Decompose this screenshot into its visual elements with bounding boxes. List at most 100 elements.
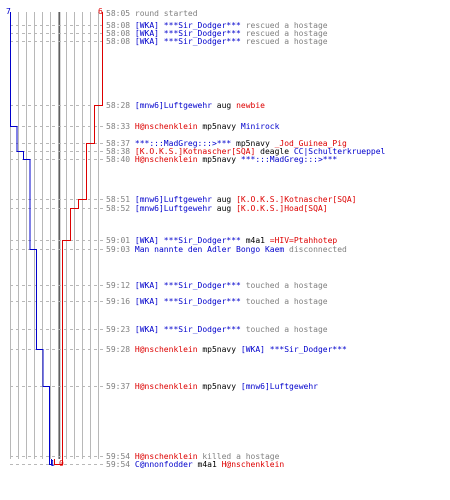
event-text: [WKA] ***Sir_Dodger*** (135, 37, 241, 46)
event-time: 59:28 (106, 345, 135, 354)
event-text: newbie (236, 101, 265, 110)
event-time: 59:16 (106, 297, 135, 306)
event-text: deagle (255, 147, 294, 156)
event-text: Minirock (241, 122, 280, 131)
event-text: [WKA] ***Sir_Dodger*** (241, 345, 347, 354)
event-text: [WKA] ***Sir_Dodger*** (135, 236, 241, 245)
event-text: rescued a hostage (241, 37, 328, 46)
event-text: killed a hostage (198, 452, 280, 461)
event-time: 58:08 (106, 37, 135, 46)
event-time: 58:37 (106, 139, 135, 148)
red-start-count: 6 (98, 7, 103, 16)
red-end-count: 0 (59, 459, 64, 468)
event-row: 58:28 [mnw6]Luftgewehr aug newbie (106, 101, 265, 110)
event-text: [WKA] ***Sir_Dodger*** (135, 281, 241, 290)
event-row: 58:08 [WKA] ***Sir_Dodger*** rescued a h… (106, 37, 328, 46)
event-text: H@nschenklein (135, 382, 198, 391)
event-text: [WKA] ***Sir_Dodger*** (135, 29, 241, 38)
event-text: ***:::MadGreg:::>*** (135, 139, 232, 148)
event-time: 58:33 (106, 122, 135, 131)
event-row: 59:03 Man nannte den Adler Bongo Kaem di… (106, 245, 347, 254)
event-row: 58:40 H@nschenklein mp5navy ***:::MadGre… (106, 155, 337, 164)
event-time: 58:08 (106, 29, 135, 38)
event-text: touched a hostage (241, 281, 328, 290)
event-text: round started (135, 9, 198, 18)
event-text: [WKA] ***Sir_Dodger*** (135, 21, 241, 30)
event-row: 59:16 [WKA] ***Sir_Dodger*** touched a h… (106, 297, 328, 306)
event-time: 59:01 (106, 236, 135, 245)
event-text: =HIV=Ptahhotep (270, 236, 338, 245)
event-text: [mnw6]Luftgewehr (135, 101, 212, 110)
event-text: [K.O.K.S.]Kotnascher[SQA] (236, 195, 356, 204)
event-text: aug (212, 195, 236, 204)
event-time: 58:28 (106, 101, 135, 110)
event-text: mp5navy (198, 345, 241, 354)
event-text: [mnw6]Luftgewehr (135, 195, 212, 204)
event-row: 58:08 [WKA] ***Sir_Dodger*** rescued a h… (106, 21, 328, 30)
event-text: [WKA] ***Sir_Dodger*** (135, 297, 241, 306)
event-text: mp5navy (231, 139, 274, 148)
event-time: 59:54 (106, 460, 135, 469)
event-row: 59:54 H@nschenklein killed a hostage (106, 452, 280, 461)
event-text: H@nschenklein (222, 460, 285, 469)
event-text: [K.O.K.S.]Kotnascher[SQA] (135, 147, 255, 156)
event-row: 58:52 [mnw6]Luftgewehr aug [K.O.K.S.]Hoa… (106, 204, 328, 213)
event-row: 59:28 H@nschenklein mp5navy [WKA] ***Sir… (106, 345, 347, 354)
event-time: 59:12 (106, 281, 135, 290)
event-row: 59:23 [WKA] ***Sir_Dodger*** touched a h… (106, 325, 328, 334)
event-row: 59:12 [WKA] ***Sir_Dodger*** touched a h… (106, 281, 328, 290)
event-time: 58:38 (106, 147, 135, 156)
event-text: [mnw6]Luftgewehr (135, 204, 212, 213)
event-text: mp5navy (198, 155, 241, 164)
event-text: disconnected (284, 245, 347, 254)
blue-team-alive-line (10, 12, 52, 465)
event-row: 58:33 H@nschenklein mp5navy Minirock (106, 122, 280, 131)
event-text: Man nannte den Adler Bongo Kaem (135, 245, 284, 254)
event-time: 58:40 (106, 155, 135, 164)
event-text: H@nschenklein (135, 122, 198, 131)
event-time: 58:52 (106, 204, 135, 213)
event-time: 58:51 (106, 195, 135, 204)
event-text: aug (212, 204, 236, 213)
event-row: 59:37 H@nschenklein mp5navy [mnw6]Luftge… (106, 382, 318, 391)
event-text: aug (212, 101, 236, 110)
event-text: [WKA] ***Sir_Dodger*** (135, 325, 241, 334)
blue-start-count: 7 (6, 7, 11, 16)
event-text: _Jod_Guinea_Pig (275, 139, 347, 148)
event-row: 59:54 C@nnonfodder m4a1 H@nschenklein (106, 460, 284, 469)
event-row: 58:37 ***:::MadGreg:::>*** mp5navy _Jod_… (106, 139, 347, 148)
blue-end-count: 1 (50, 459, 55, 468)
event-time: 58:05 (106, 9, 135, 18)
event-text: m4a1 (241, 236, 270, 245)
event-text: C@nnonfodder (135, 460, 193, 469)
event-text: CC|Schulterkrueppel (294, 147, 386, 156)
event-text: mp5navy (198, 122, 241, 131)
event-text: H@nschenklein (135, 155, 198, 164)
event-text: rescued a hostage (241, 29, 328, 38)
event-text: H@nschenklein (135, 452, 198, 461)
event-time: 59:23 (106, 325, 135, 334)
event-text: [K.O.K.S.]Hoad[SQA] (236, 204, 328, 213)
event-row: 59:01 [WKA] ***Sir_Dodger*** m4a1 =HIV=P… (106, 236, 337, 245)
event-time: 59:54 (106, 452, 135, 461)
event-text: H@nschenklein (135, 345, 198, 354)
event-text: touched a hostage (241, 325, 328, 334)
timeline-grid (10, 12, 99, 459)
red-team-alive-line (54, 12, 103, 465)
event-time: 59:37 (106, 382, 135, 391)
event-row: 58:05 round started (106, 9, 198, 18)
event-time: 58:08 (106, 21, 135, 30)
event-guides (10, 25, 104, 465)
event-row: 58:08 [WKA] ***Sir_Dodger*** rescued a h… (106, 29, 328, 38)
event-text: mp5navy (198, 382, 241, 391)
event-text: ***:::MadGreg:::>*** (241, 155, 338, 164)
event-text: touched a hostage (241, 297, 328, 306)
event-text: rescued a hostage (241, 21, 328, 30)
event-row: 58:51 [mnw6]Luftgewehr aug [K.O.K.S.]Kot… (106, 195, 356, 204)
event-row: 58:38 [K.O.K.S.]Kotnascher[SQA] deagle C… (106, 147, 386, 156)
event-text: m4a1 (193, 460, 222, 469)
event-time: 59:03 (106, 245, 135, 254)
event-text: [mnw6]Luftgewehr (241, 382, 318, 391)
